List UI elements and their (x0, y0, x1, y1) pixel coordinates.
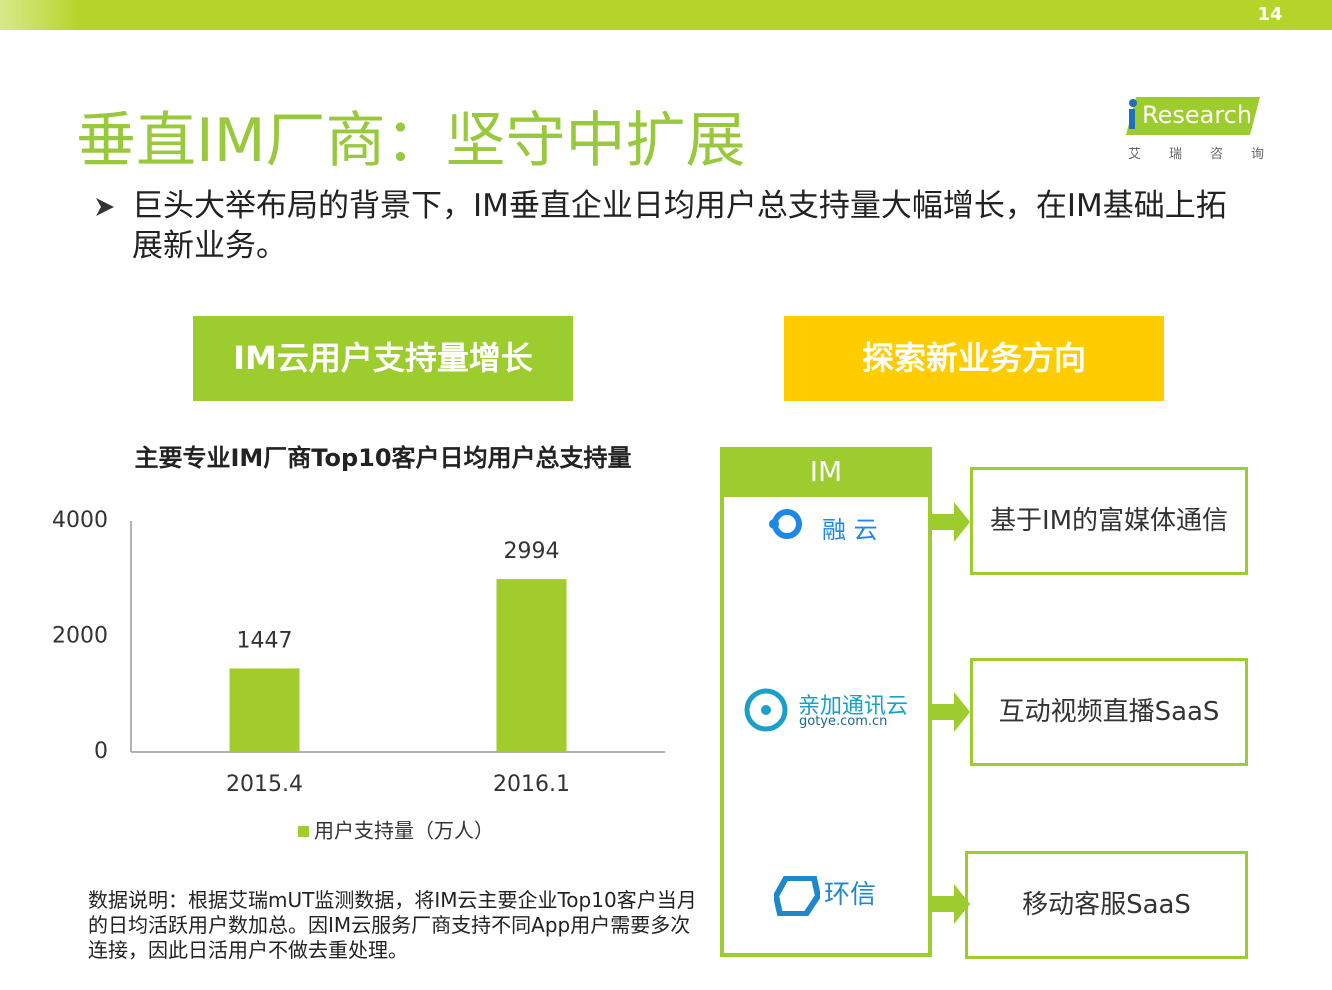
bullet-glyph (96, 198, 114, 216)
top-bar (0, 0, 1332, 30)
legend-swatch (298, 826, 309, 837)
bullet-arrow (96, 198, 114, 216)
vendor-icon (774, 876, 820, 916)
source-label: IM (720, 447, 932, 497)
logo-sub: 艾瑞咨询 (1128, 147, 1293, 162)
direction-box: 基于IM的富媒体通信 (970, 467, 1248, 575)
arrows (930, 502, 970, 924)
vendor-sub: gotye.com.cn (799, 714, 888, 729)
note: 数据说明：根据艾瑞mUT监测数据，将IM云主要企业Top10客户当月的日均活跃用… (88, 888, 697, 962)
bar (496, 579, 567, 752)
arrow (930, 884, 970, 924)
bar (229, 668, 300, 752)
arrow (930, 692, 970, 732)
icon-dot (769, 519, 779, 529)
vendor-icon (744, 688, 788, 732)
icon-dot (761, 705, 771, 715)
direction-box: 移动客服SaaS (965, 851, 1248, 959)
direction-box: 互动视频直播SaaS (970, 658, 1248, 766)
logo: Research (1126, 95, 1260, 135)
y-tick-label: 2000 (52, 624, 108, 649)
legend-label: 用户支持量（万人） (314, 819, 494, 843)
data-label: 2994 (504, 539, 560, 564)
page-number: 14 (1257, 4, 1283, 25)
x-tick-label: 2015.4 (226, 772, 303, 797)
icon-hex (774, 876, 820, 916)
section-header: IM云用户支持量增长 (193, 316, 573, 401)
logo-text: Research (1142, 101, 1253, 129)
vendor-name: 融 云 (822, 516, 878, 544)
arrow (930, 502, 970, 542)
icon-bubble (744, 688, 788, 732)
vendor-name: 环信 (824, 880, 877, 910)
chart: 主要专业IM厂商Top10客户日均用户总支持量 0 2000 4000 2015.4 1… (52, 444, 665, 843)
bullet-text: 巨头大举布局的背景下，IM垂直企业日均用户总支持量大幅增长，在IM基础上拓展新业… (132, 188, 1227, 264)
chart-title: 主要专业IM厂商Top10客户日均用户总支持量 (134, 444, 631, 472)
slide-title: 垂直IM厂商：坚守中扩展 (76, 106, 746, 176)
x-tick-label: 2016.1 (493, 772, 570, 797)
data-label: 1447 (237, 628, 293, 653)
logo-dot (1129, 99, 1137, 107)
logo-mark (1126, 97, 1260, 135)
section-header: 探索新业务方向 (784, 316, 1164, 401)
logo-i (1129, 109, 1135, 129)
logo-shape (1126, 97, 1260, 135)
vendor-icon (769, 509, 802, 539)
y-tick-label: 4000 (52, 508, 108, 533)
y-tick-label: 0 (94, 739, 108, 764)
vendor-name: 亲加通讯云 (798, 694, 909, 719)
